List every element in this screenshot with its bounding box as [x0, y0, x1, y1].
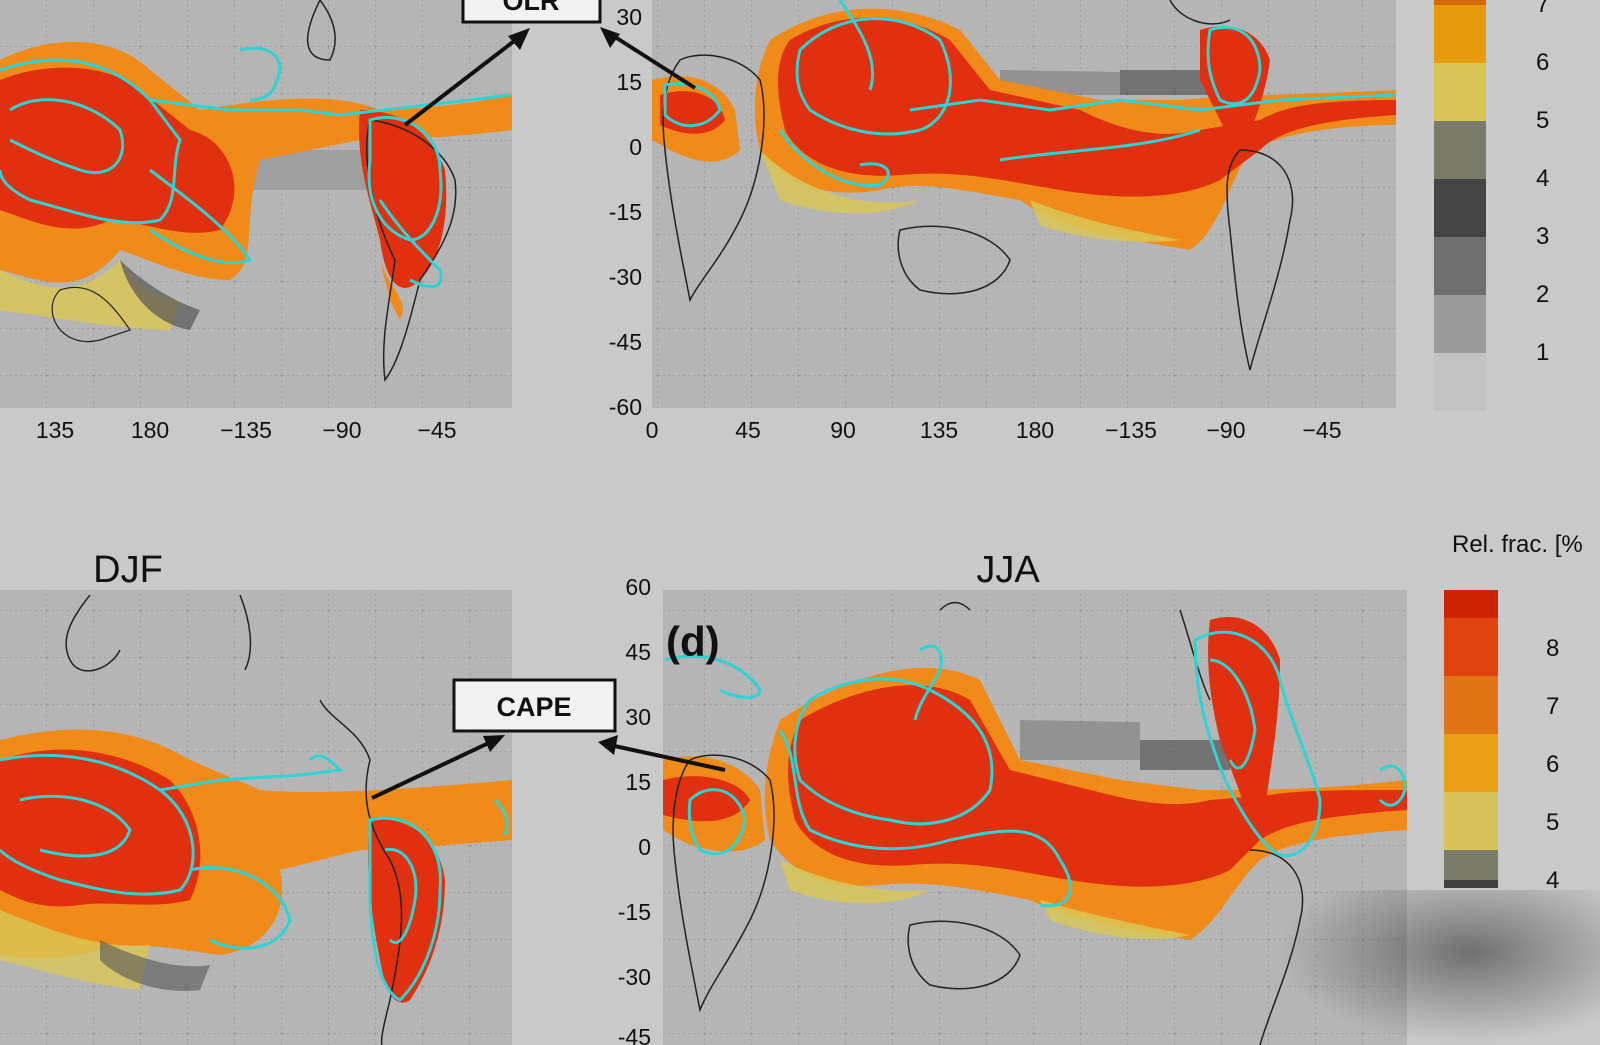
x-tick: 135: [920, 417, 958, 443]
y-axis-top-right: 30 15 0 -15 -30 -45 -60: [609, 4, 642, 420]
y-tick: -45: [609, 329, 642, 355]
legend-label: 4: [1546, 867, 1559, 894]
legend-label: 8: [1546, 635, 1559, 662]
y-tick: -15: [618, 899, 651, 925]
panel-title-djf: DJF: [93, 549, 163, 591]
y-tick: 30: [616, 4, 642, 30]
x-tick: 0: [646, 417, 659, 443]
y-tick: 30: [625, 704, 651, 730]
panel-letter-d: (d): [666, 618, 720, 665]
x-tick: 180: [1016, 417, 1054, 443]
x-tick: −135: [1105, 417, 1157, 443]
cape-box-label: CAPE: [496, 692, 571, 722]
panel-title-jja: JJA: [976, 549, 1040, 591]
legend-swatch: [1444, 880, 1498, 888]
y-axis-bottom-right: 60 45 30 15 0 -15 -30 -45: [618, 574, 651, 1045]
legend-swatch: [1444, 618, 1498, 676]
cape-box: [452, 678, 617, 733]
x-tick: 135: [36, 417, 74, 443]
y-tick: 15: [616, 69, 642, 95]
legend-title: Rel. frac. [%: [1452, 531, 1583, 558]
y-tick: -30: [618, 964, 651, 990]
x-tick: −135: [220, 417, 272, 443]
legend-swatch: [1434, 353, 1486, 411]
legend-swatch: [1434, 237, 1486, 295]
y-tick: 60: [625, 574, 651, 600]
legend-swatch: [1434, 63, 1486, 121]
legend-label: 7: [1546, 693, 1559, 720]
y-tick: 0: [638, 834, 651, 860]
legend-swatch: [1434, 121, 1486, 179]
legend-label: 4: [1536, 165, 1549, 192]
x-axis-top-left: 135 180 −135 −90 −45: [36, 417, 457, 443]
legend-swatch: [1444, 590, 1498, 618]
olr-box: [461, 0, 602, 24]
legend-swatch: [1444, 676, 1498, 734]
legend-label: 6: [1546, 751, 1559, 778]
x-tick: −90: [1206, 417, 1245, 443]
legend-label: 7: [1536, 0, 1549, 18]
y-tick: 0: [629, 134, 642, 160]
y-tick: -45: [618, 1024, 651, 1045]
legend-label: 1: [1536, 339, 1549, 366]
y-tick: 15: [625, 769, 651, 795]
panel-bottom-right: JJA (d) 60 45 30: [598, 549, 1407, 1045]
legend-label: 6: [1536, 49, 1549, 76]
legend-swatch: [1434, 295, 1486, 353]
panel-top-left: OLR 135 180 −135 −90 −45: [0, 0, 602, 443]
y-tick: 45: [625, 639, 651, 665]
legend-label: 5: [1536, 107, 1549, 134]
legend-swatch: [1444, 734, 1498, 792]
legend-bottom: Rel. frac. [% 8 7 6 5 4: [1444, 531, 1583, 894]
legend-swatch: [1434, 5, 1486, 63]
x-axis-top-right: 0 45 90 135 180 −135 −90 −45: [646, 417, 1342, 443]
panel-top-right: 30 15 0 -15 -30 -45 -60 0 45 90 135 180 …: [600, 0, 1397, 443]
legend-label: 2: [1536, 281, 1549, 308]
y-tick: -30: [609, 264, 642, 290]
legend-swatch: [1444, 850, 1498, 880]
x-tick: 180: [131, 417, 169, 443]
x-tick: −45: [417, 417, 456, 443]
x-tick: 45: [735, 417, 761, 443]
legend-label: 3: [1536, 223, 1549, 250]
x-tick: −45: [1302, 417, 1341, 443]
y-tick: -60: [609, 394, 642, 420]
legend-swatch: [1444, 792, 1498, 850]
panel-bottom-left: DJF CAPE: [0, 549, 617, 1045]
x-tick: 90: [830, 417, 856, 443]
y-tick: -15: [609, 199, 642, 225]
x-tick: −90: [322, 417, 361, 443]
legend-top: 7 6 5 4 3 2 1: [1434, 0, 1549, 411]
legend-swatch: [1434, 179, 1486, 237]
legend-label: 5: [1546, 809, 1559, 836]
olr-box-label: OLR: [503, 0, 560, 16]
